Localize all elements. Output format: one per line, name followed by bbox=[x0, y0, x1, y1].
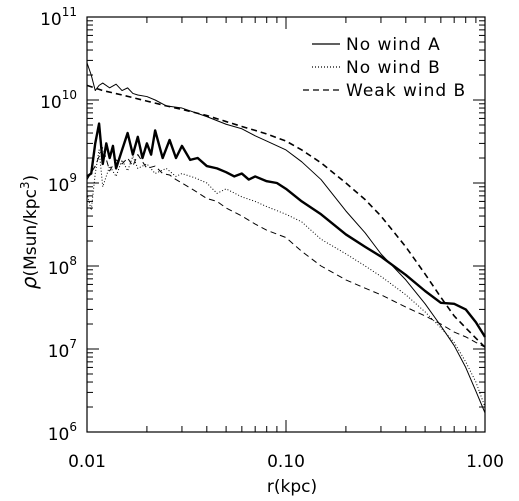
series-line-solid-thin bbox=[86, 62, 486, 414]
y-tick-label: 106 bbox=[48, 420, 77, 445]
series-lines bbox=[86, 62, 487, 414]
axis-tick-labels: 0.01 0.10 1.00 106 107 108 109 1010 1011 bbox=[40, 5, 504, 472]
legend-label: Weak wind B bbox=[346, 81, 466, 101]
y-tick-label: 1010 bbox=[40, 88, 77, 113]
legend-entry: Weak wind B bbox=[303, 81, 466, 101]
y-axis-units-close: ) bbox=[21, 175, 41, 182]
y-tick-label: 1011 bbox=[40, 5, 77, 30]
legend-entry: No wind A bbox=[312, 35, 441, 55]
y-axis-units: (Msun/kpc bbox=[21, 189, 41, 276]
series-line-dashed-medium bbox=[86, 84, 486, 348]
plot-frame bbox=[86, 16, 486, 433]
x-tick-label: 1.00 bbox=[466, 452, 504, 472]
y-axis-units-exponent: 3 bbox=[18, 181, 32, 189]
x-axis-label: r(kpc) bbox=[267, 477, 317, 497]
legend-label: No wind A bbox=[346, 35, 441, 55]
series-line-dashed-thin bbox=[86, 146, 486, 348]
y-tick-label: 109 bbox=[48, 171, 77, 196]
y-tick-label: 107 bbox=[48, 337, 77, 362]
y-tick-label: 108 bbox=[48, 254, 77, 279]
y-axis-label: ρ(Msun/kpc3) bbox=[17, 175, 41, 289]
legend-label: No wind B bbox=[346, 58, 441, 78]
series-line-dotted-thin bbox=[86, 149, 486, 408]
y-axis-symbol: ρ bbox=[17, 276, 41, 289]
series-line-solid-thick bbox=[86, 122, 487, 338]
x-tick-label: 0.10 bbox=[267, 452, 305, 472]
legend: No wind A No wind B Weak wind B bbox=[303, 35, 466, 101]
axis-ticks bbox=[86, 16, 486, 433]
legend-entry: No wind B bbox=[312, 58, 441, 78]
x-tick-label: 0.01 bbox=[68, 452, 106, 472]
plot-border bbox=[86, 16, 486, 433]
